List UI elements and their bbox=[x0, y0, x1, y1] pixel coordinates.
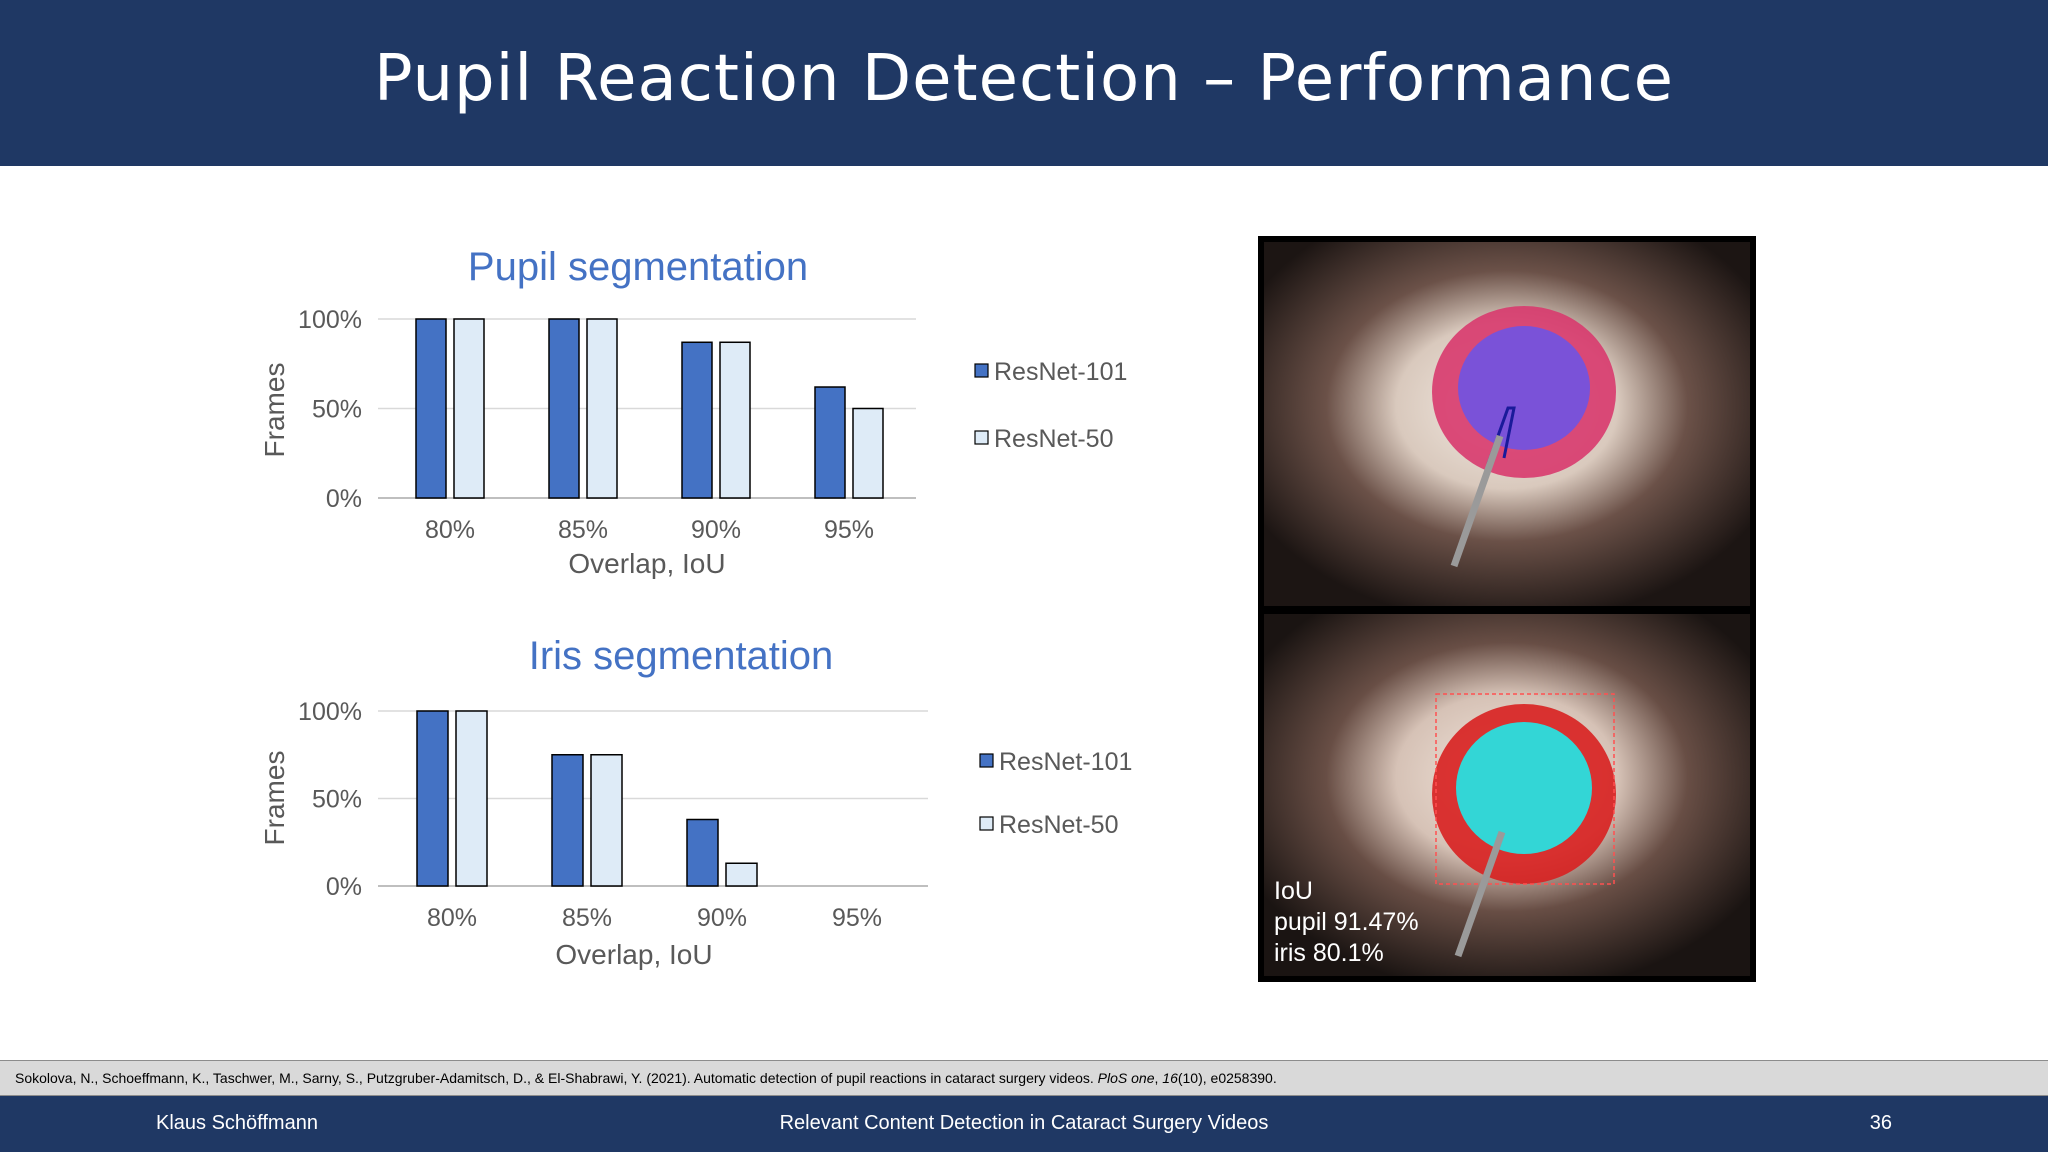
x-tick-label-1-2: 90% bbox=[697, 904, 747, 932]
surgery-photo-drawing bbox=[1264, 242, 1750, 976]
x-axis-label-1: Overlap, IoU bbox=[555, 939, 712, 970]
x-tick-label-0-2: 90% bbox=[691, 516, 741, 544]
y-tick-label-0-1: 50% bbox=[312, 396, 362, 424]
bbox-bottom bbox=[1435, 693, 1615, 885]
legend-swatch-0-1 bbox=[974, 430, 989, 445]
bar-1-0-2 bbox=[686, 818, 719, 887]
y-tick-label-0-0: 0% bbox=[326, 485, 362, 513]
footer-page-number: 36 bbox=[1869, 1112, 1892, 1134]
bar-0-0-0 bbox=[415, 318, 447, 499]
bar-1-0-0 bbox=[416, 710, 449, 887]
x-tick-label-0-0: 80% bbox=[425, 516, 475, 544]
iou-pupil: pupil 91.47% bbox=[1274, 908, 1419, 936]
legend-label-1-1: ResNet-50 bbox=[999, 811, 1119, 839]
bar-0-0-2 bbox=[681, 341, 713, 499]
citation-bar: Sokolova, N., Schoeffmann, K., Taschwer,… bbox=[0, 1060, 2048, 1096]
chart-title-1: Iris segmentation bbox=[529, 634, 834, 678]
bar-0-1-2 bbox=[719, 341, 751, 499]
y-tick-label-1-2: 100% bbox=[298, 698, 362, 726]
pupil-mask-top bbox=[1458, 326, 1590, 450]
x-tick-label-1-1: 85% bbox=[562, 904, 612, 932]
legend-swatch-1-0 bbox=[979, 753, 994, 768]
legend-swatch-1-1 bbox=[979, 816, 994, 831]
y-tick-label-1-1: 50% bbox=[312, 786, 362, 814]
x-tick-label-1-3: 95% bbox=[832, 904, 882, 932]
x-tick-label-0-1: 85% bbox=[558, 516, 608, 544]
bar-0-0-1 bbox=[548, 318, 580, 499]
footer-author: Klaus Schöffmann bbox=[156, 1112, 318, 1134]
y-tick-label-0-2: 100% bbox=[298, 306, 362, 334]
iou-heading: IoU bbox=[1274, 877, 1313, 905]
x-tick-label-0-3: 95% bbox=[824, 516, 874, 544]
instrument-top bbox=[1450, 434, 1504, 568]
bar-0-0-3 bbox=[814, 386, 846, 499]
legend-label-0-1: ResNet-50 bbox=[994, 425, 1114, 453]
pupil-mask-bottom bbox=[1456, 722, 1592, 854]
bar-1-1-0 bbox=[455, 710, 488, 887]
legend-label-0-0: ResNet-101 bbox=[994, 358, 1127, 386]
y-axis-label-1: Frames bbox=[259, 751, 290, 846]
y-tick-label-1-0: 0% bbox=[326, 873, 362, 901]
citation-volume: 16 bbox=[1162, 1070, 1178, 1086]
bar-1-0-1 bbox=[551, 754, 584, 887]
x-tick-label-1-0: 80% bbox=[427, 904, 477, 932]
citation-pages: (10), e0258390. bbox=[1177, 1070, 1277, 1086]
footer-talk-title: Relevant Content Detection in Cataract S… bbox=[779, 1112, 1269, 1134]
charts-canvas: Pupil segmentation 0% 50% 100% 80% 85% 90% 95% O… bbox=[259, 245, 1132, 970]
iou-annotation: IoU pupil 91.47% iris 80.1% bbox=[1274, 876, 1419, 969]
footer-bar: Klaus Schöffmann Relevant Content Detect… bbox=[0, 1096, 2048, 1152]
iou-iris: iris 80.1% bbox=[1274, 939, 1384, 967]
chart-title-0: Pupil segmentation bbox=[468, 245, 808, 289]
x-axis-label-0: Overlap, IoU bbox=[568, 548, 725, 579]
instrument-bottom bbox=[1454, 830, 1506, 958]
citation-text: Sokolova, N., Schoeffmann, K., Taschwer,… bbox=[15, 1070, 1094, 1086]
legend-swatch-0-0 bbox=[974, 363, 989, 378]
legend-label-1-0: ResNet-101 bbox=[999, 748, 1132, 776]
y-axis-label-0: Frames bbox=[259, 363, 290, 458]
citation-journal: PloS one bbox=[1097, 1070, 1155, 1086]
header-bar bbox=[0, 0, 2048, 166]
bar-1-1-2 bbox=[725, 862, 758, 887]
surgery-photo bbox=[1258, 236, 1756, 982]
bar-0-1-1 bbox=[586, 318, 618, 499]
bar-1-1-1 bbox=[590, 754, 623, 887]
bar-0-1-3 bbox=[852, 407, 884, 499]
bar-0-1-0 bbox=[453, 318, 485, 499]
slide-title: Pupil Reaction Detection – Performance bbox=[373, 42, 1675, 116]
